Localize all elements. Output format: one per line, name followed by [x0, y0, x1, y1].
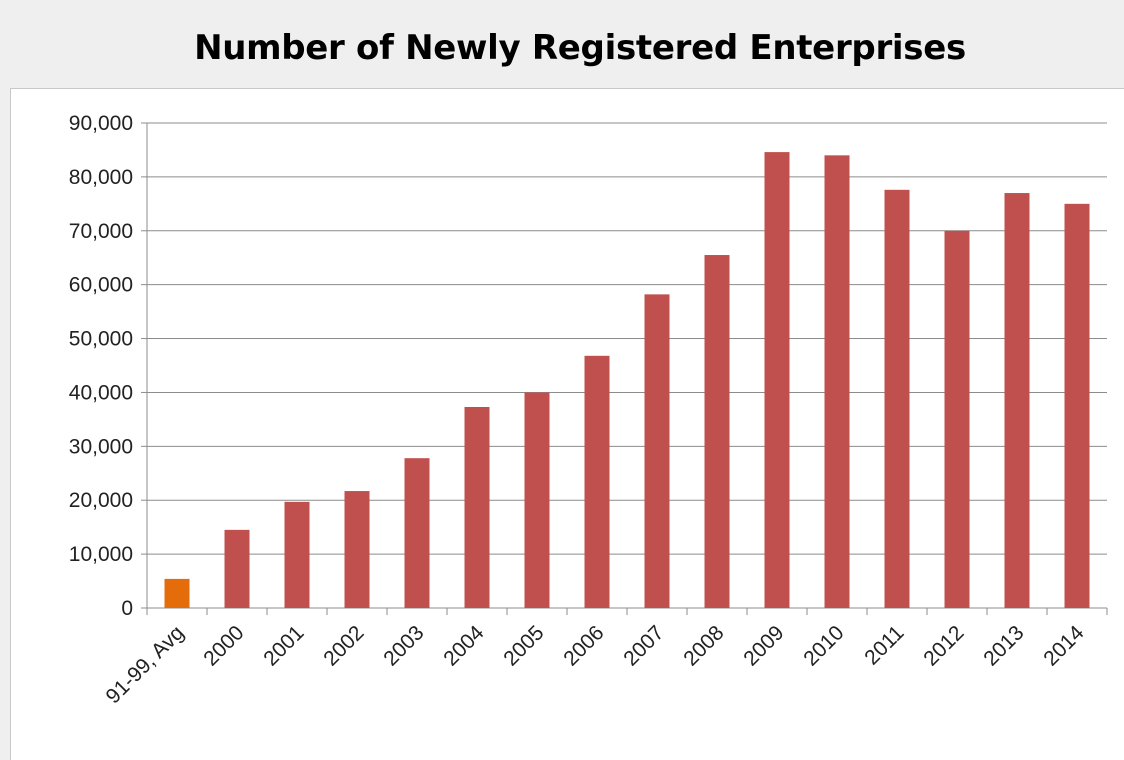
- x-tick-label: 2007: [619, 621, 668, 670]
- x-tick-label: 2013: [979, 621, 1028, 670]
- bar: [404, 458, 430, 608]
- y-tick-label: 50,000: [69, 328, 133, 351]
- bar: [1064, 203, 1090, 609]
- y-tick-label: 30,000: [69, 435, 133, 458]
- chart-title: Number of Newly Registered Enterprises: [194, 28, 966, 68]
- x-tick-label: 2010: [799, 621, 848, 670]
- x-tick-label: 2006: [559, 621, 608, 670]
- bar: [584, 355, 610, 608]
- x-tick-label: 2014: [1039, 621, 1089, 671]
- chart-panel: [10, 88, 1124, 760]
- x-tick-label: 2000: [199, 621, 248, 670]
- x-tick-labels: 91-99, Avg 2000 2001 2002 2003 2004 2005 2006 20…: [102, 621, 1089, 708]
- bars: [164, 152, 1090, 609]
- y-tick-label: 90,000: [69, 112, 133, 135]
- x-tick-label: 2004: [439, 621, 489, 671]
- bar: [164, 578, 190, 608]
- x-tick-label: 2002: [319, 621, 368, 670]
- y-tick-label: 70,000: [69, 220, 133, 243]
- y-tick-labels: 0 10,000 20,000 30,000 40,000 50,000 60,000 70,…: [69, 112, 133, 620]
- bar: [824, 155, 850, 609]
- y-tick-label: 10,000: [69, 543, 133, 566]
- bar: [224, 529, 250, 608]
- bar: [524, 392, 550, 608]
- bar: [284, 501, 310, 608]
- y-tick-label: 20,000: [69, 489, 133, 512]
- y-tick-label: 80,000: [69, 166, 133, 189]
- bar: [704, 255, 730, 608]
- y-tick-label: 40,000: [69, 381, 133, 404]
- x-tick-label: 2005: [499, 621, 548, 670]
- bar: [344, 491, 370, 608]
- x-tick-label: 91-99, Avg: [102, 621, 189, 708]
- bar: [644, 294, 670, 608]
- x-tick-label: 2008: [679, 621, 728, 670]
- bar: [944, 230, 970, 608]
- x-tick-label: 2001: [259, 621, 308, 670]
- y-tick-label: 0: [121, 597, 133, 620]
- bar: [464, 406, 490, 608]
- bar: [764, 152, 790, 608]
- x-tick-label: 2003: [379, 621, 428, 670]
- x-tick-label: 2011: [860, 621, 908, 669]
- bar: [884, 189, 910, 609]
- bar: [1004, 193, 1030, 609]
- x-tick-label: 2012: [919, 621, 968, 670]
- x-tick-label: 2009: [739, 621, 788, 670]
- y-tick-label: 60,000: [69, 274, 133, 297]
